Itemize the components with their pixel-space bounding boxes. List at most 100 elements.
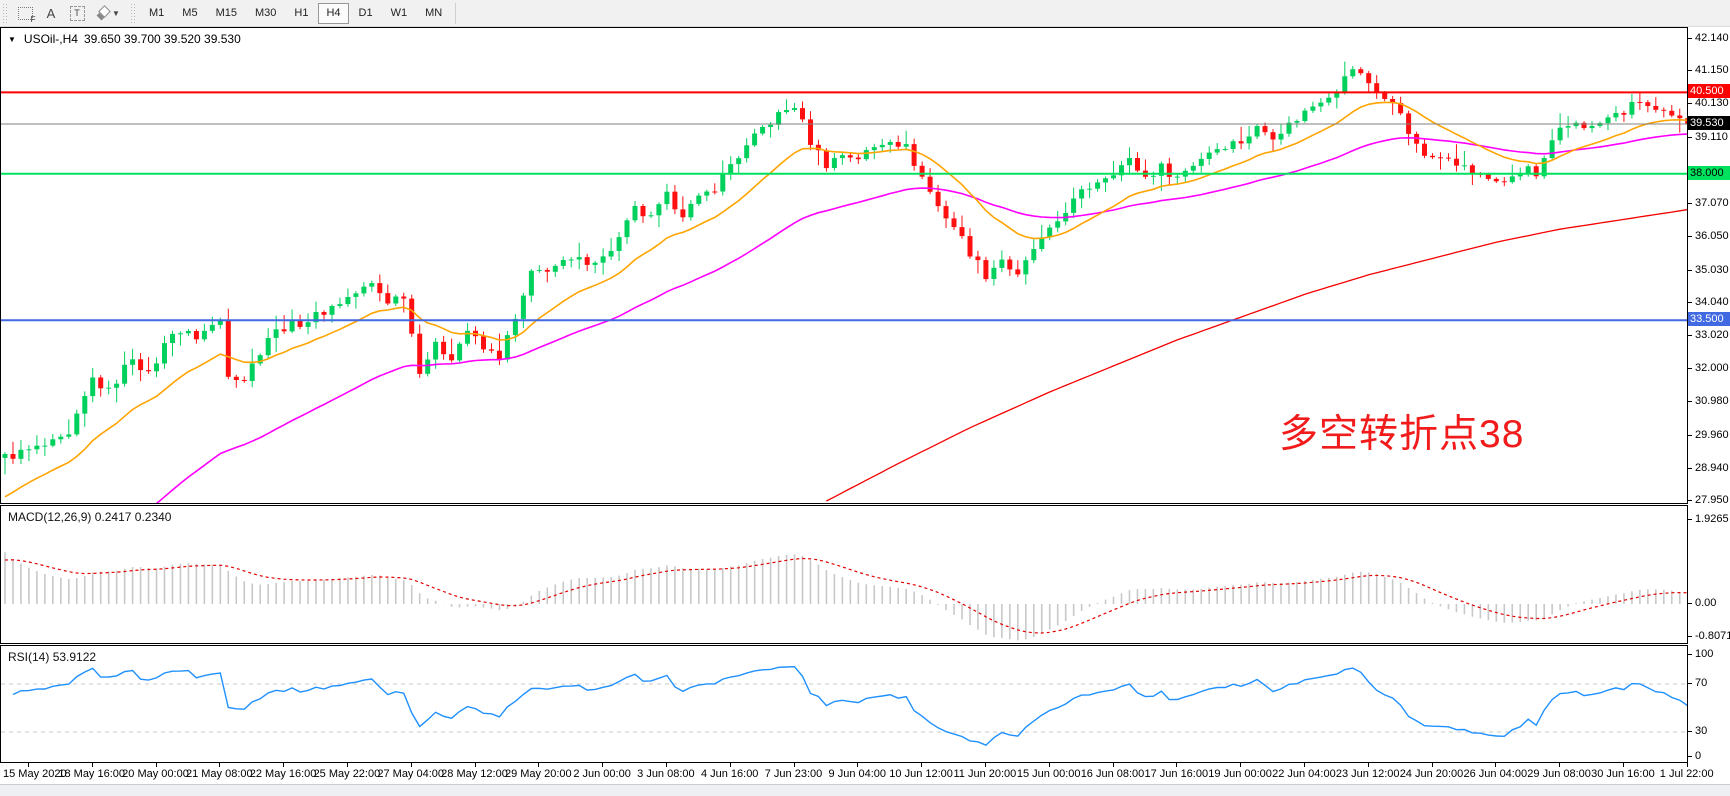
main-chart-panel[interactable]: ▼ USOil-,H4 39.650 39.700 39.520 39.530 … [0, 27, 1688, 504]
time-axis-label: 15 Jun 00:00 [1016, 768, 1081, 780]
time-axis-label: 30 Jun 16:00 [1591, 768, 1655, 780]
time-tick [665, 763, 667, 767]
axis-tick [1687, 756, 1692, 757]
price-axis-label: 39.110 [1695, 130, 1728, 143]
time-axis-label: 7 Jun 23:00 [764, 768, 823, 780]
time-tick [984, 763, 986, 767]
axis-tick [1687, 519, 1692, 520]
axis-tick [1687, 269, 1692, 271]
price-tag-39.530: 39.530 [1688, 115, 1730, 130]
price-axis-label: 28.940 [1695, 461, 1729, 474]
time-axis-label: 25 May 22:00 [313, 768, 381, 780]
toolbar: F A T ▼ M1 M5 M15 M30 H1 H4 D1 W1 MN [0, 0, 1730, 27]
axis-tick [1687, 467, 1692, 469]
rsi-axis-label: 30 [1695, 725, 1708, 737]
axis-tick [1687, 434, 1692, 436]
tf-button-H4[interactable]: H4 [318, 2, 349, 24]
time-tick [27, 763, 29, 767]
time-axis-label: 29 Jun 08:00 [1527, 768, 1591, 780]
time-tick [283, 763, 285, 767]
rsi-label: RSI(14) 53.9122 [8, 650, 97, 664]
time-axis-label: 18 May 16:00 [58, 768, 126, 780]
timeframe-button-group: M1 M5 M15 M30 H1 H4 D1 W1 MN [140, 2, 451, 24]
time-tick [219, 763, 221, 767]
time-tick [91, 763, 93, 767]
price-axis-label: 33.020 [1695, 328, 1729, 341]
shapes-dropdown-icon[interactable]: ▼ [90, 3, 128, 24]
time-axis-label: 22 Jun 04:00 [1272, 768, 1336, 780]
text-box-icon[interactable]: T [64, 3, 90, 24]
tf-button-W1[interactable]: W1 [390, 7, 408, 19]
time-tick [346, 763, 348, 767]
time-axis-label: 23 Jun 12:00 [1335, 768, 1400, 780]
price-axis-label: 40.130 [1695, 97, 1729, 110]
rsi-chart[interactable] [1, 646, 1687, 762]
time-tick [1112, 763, 1114, 767]
time-axis-label: 3 Jun 08:00 [637, 768, 695, 780]
axis-tick [1687, 301, 1692, 303]
time-axis-label: 4 Jun 16:00 [700, 768, 759, 780]
axis-tick [1687, 731, 1692, 732]
time-tick [1622, 763, 1624, 767]
time-tick [1367, 763, 1369, 767]
rsi-axis-label: 100 [1695, 648, 1714, 660]
candlestick-chart[interactable] [1, 28, 1687, 503]
rsi-axis-label: 0 [1695, 750, 1702, 762]
tf-button-D1[interactable]: D1 [358, 7, 373, 19]
chart-annotation-text: 多空转折点38 [1279, 413, 1525, 456]
price-axis[interactable]: 42.140 41.150 40.130 39.110 37.070 36.050 35.0… [1687, 27, 1730, 784]
time-tick [857, 763, 859, 767]
chevron-down-icon[interactable]: ▼ [8, 34, 16, 44]
time-tick [410, 763, 412, 767]
time-axis-label: 26 Jun 04:00 [1463, 768, 1528, 780]
time-tick [1495, 763, 1497, 767]
tf-button-M1[interactable]: M1 [149, 7, 165, 19]
time-axis-label: 9 Jun 04:00 [828, 768, 887, 780]
axis-tick [1687, 334, 1692, 336]
time-axis-label: 10 Jun 12:00 [889, 768, 953, 780]
time-tick [602, 763, 604, 767]
toolbar-separator [455, 2, 457, 24]
rsi-panel[interactable]: RSI(14) 53.9122 [0, 645, 1688, 763]
time-axis-label: 17 Jun 16:00 [1144, 768, 1209, 780]
text-label-icon[interactable]: A [46, 5, 56, 21]
axis-tick [1687, 70, 1692, 72]
price-tag-40.500: 40.500 [1688, 84, 1730, 99]
macd-panel[interactable]: MACD(12,26,9) 0.2417 0.2340 [0, 505, 1688, 644]
axis-tick [1687, 136, 1692, 138]
price-axis-label: 37.070 [1695, 197, 1729, 210]
price-tag-38.000: 38.000 [1688, 165, 1730, 180]
time-axis-label: 15 May 2020 [3, 768, 67, 780]
time-axis-label: 2 Jun 00:00 [573, 768, 631, 780]
axis-tick [1687, 38, 1692, 39]
tf-button-H1[interactable]: H1 [294, 7, 309, 19]
dotted-frame-f-icon[interactable]: F [12, 3, 38, 24]
chart-title: ▼ USOil-,H4 39.650 39.700 39.520 39.530 [8, 32, 241, 46]
time-tick [1303, 763, 1305, 767]
tf-button-MN[interactable]: MN [425, 7, 443, 19]
ohlc-values: 39.650 39.700 39.520 39.530 [83, 32, 241, 46]
time-tick [1176, 763, 1178, 767]
tf-button-M30[interactable]: M30 [254, 7, 277, 19]
tf-button-M15[interactable]: M15 [215, 7, 237, 19]
tf-button-M5[interactable]: M5 [182, 7, 198, 19]
price-axis-label: 32.000 [1695, 362, 1729, 375]
time-axis[interactable]: 15 May 2020 18 May 16:00 20 May 00:00 21 Ma… [0, 763, 1730, 784]
toolbar-grip[interactable] [2, 3, 9, 23]
time-axis-label: 27 May 04:00 [377, 768, 445, 780]
toolbar-grip[interactable] [130, 3, 137, 23]
axis-tick [1687, 103, 1692, 105]
time-tick [921, 763, 923, 767]
time-axis-label: 19 Jun 00:00 [1208, 768, 1272, 780]
macd-label: MACD(12,26,9) 0.2417 0.2340 [8, 510, 172, 524]
time-tick [538, 763, 540, 767]
axis-tick [1687, 636, 1692, 637]
price-axis-label: 41.150 [1695, 64, 1729, 77]
macd-axis-label: 0.00 [1695, 597, 1717, 609]
time-axis-label: 11 Jun 20:00 [953, 768, 1017, 780]
rsi-axis-label: 70 [1695, 677, 1708, 689]
macd-chart[interactable] [1, 506, 1687, 643]
axis-tick [1687, 401, 1692, 403]
price-tag-33.500: 33.500 [1688, 312, 1730, 327]
price-axis-label: 29.960 [1695, 428, 1729, 441]
